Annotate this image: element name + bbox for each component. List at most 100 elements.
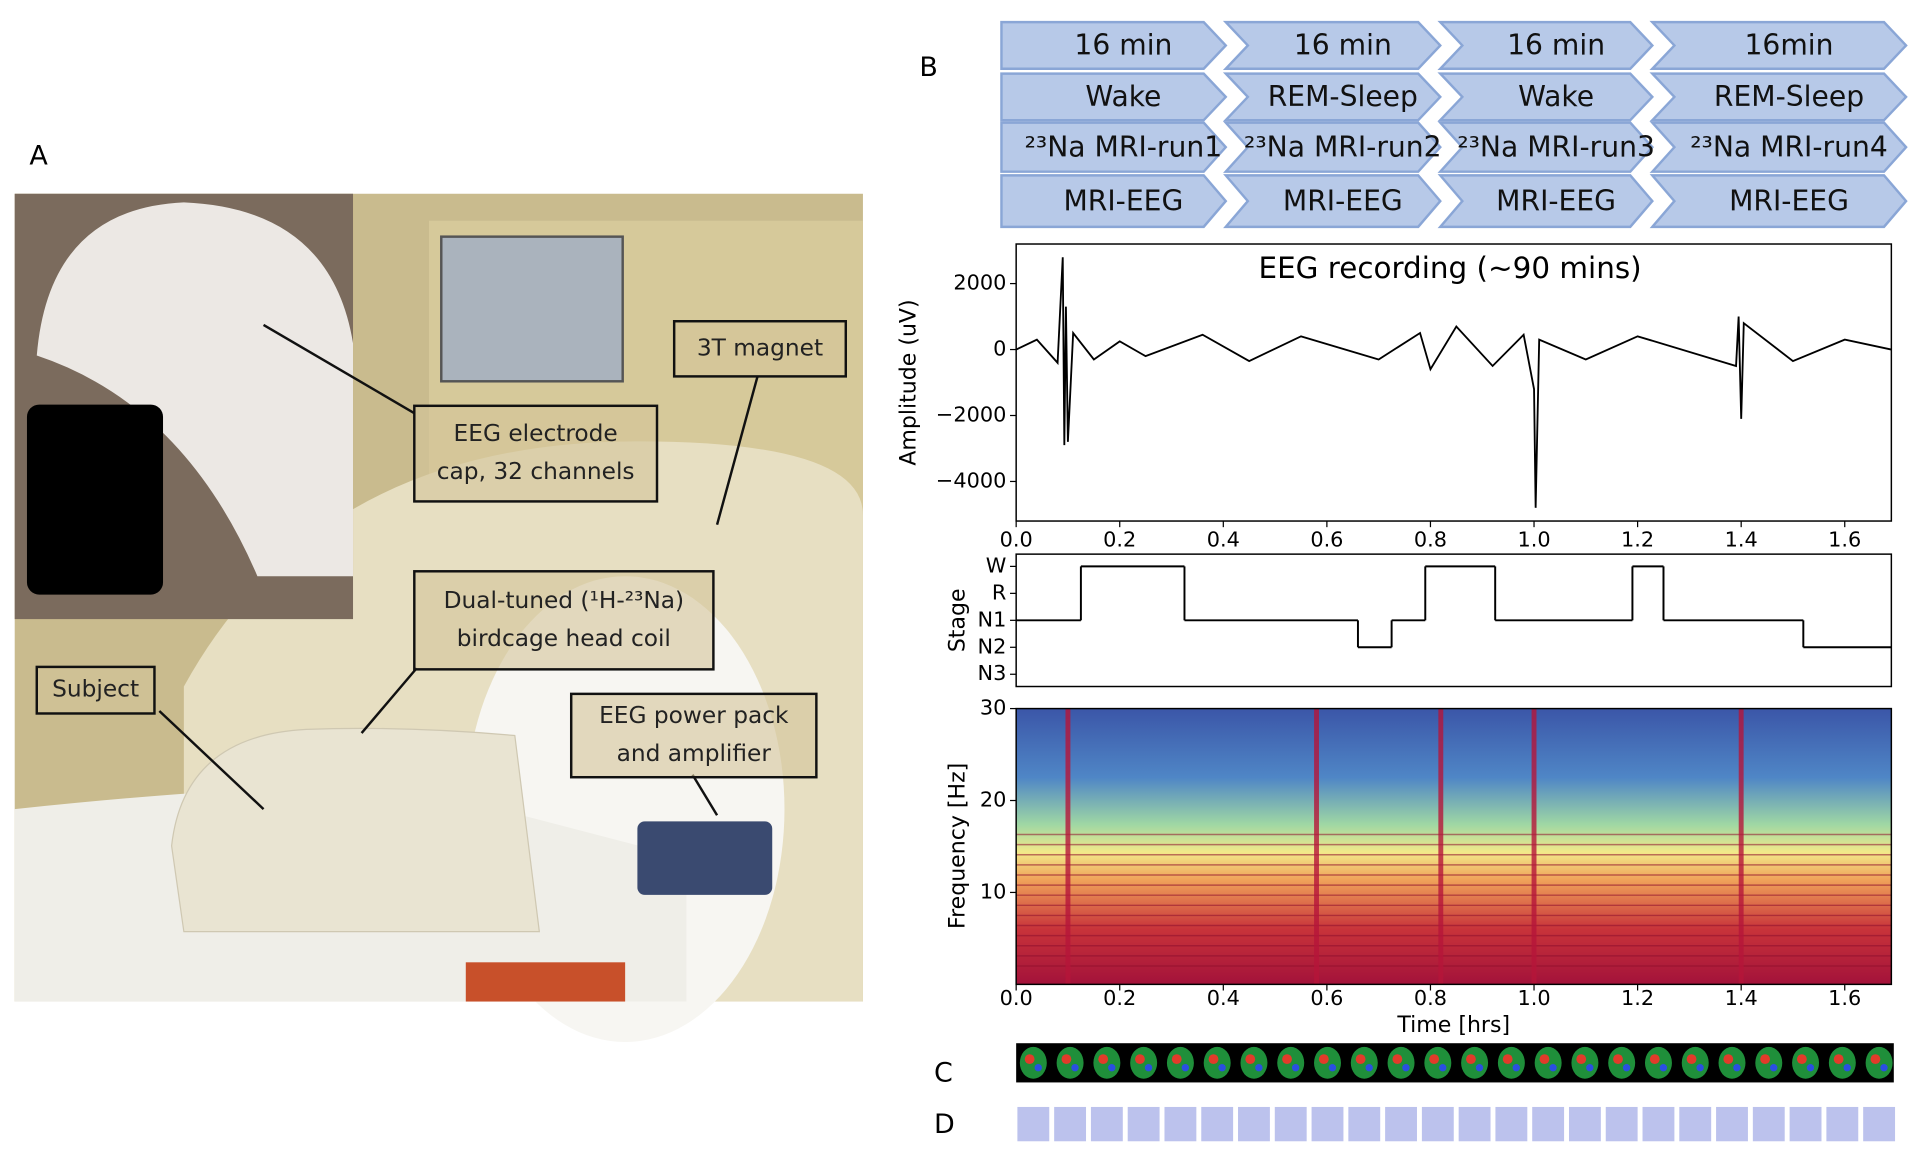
vector-patch [1716, 1106, 1748, 1142]
vector-patch [1421, 1106, 1454, 1142]
vector-patch [1458, 1106, 1491, 1142]
brain-slice [1534, 1046, 1562, 1079]
x-tick-label: 1.0 [1517, 986, 1550, 1010]
x-tick-label: 0.4 [1207, 986, 1240, 1010]
y-tick-label: −4000 [936, 468, 1006, 492]
brain-spot [1659, 1064, 1668, 1072]
brain-slice [1130, 1046, 1158, 1079]
brain-spot [1502, 1054, 1513, 1065]
y-tick-label: 20 [980, 788, 1007, 812]
brain-spot [1760, 1054, 1771, 1065]
vector-patch [1238, 1106, 1270, 1142]
vector-patch [1826, 1106, 1859, 1142]
brain-spot [1144, 1064, 1153, 1072]
timeline-text: REM-Sleep [1268, 80, 1418, 113]
brain-spot [1365, 1064, 1373, 1072]
timeline-text: REM-Sleep [1714, 80, 1864, 113]
brain-slice [1461, 1046, 1489, 1079]
timeline-cell [1223, 121, 1442, 173]
panel-label: A [29, 140, 48, 171]
vector-patch [1679, 1106, 1712, 1142]
vector-patch [1017, 1106, 1050, 1142]
timeline-text: MRI-EEG [1729, 184, 1849, 217]
x-tick-label: 0.8 [1414, 528, 1447, 552]
brain-slice [1314, 1046, 1341, 1079]
vector-patch [1274, 1106, 1307, 1142]
x-tick-label: 0.0 [1000, 986, 1033, 1010]
brain-slice [1387, 1046, 1415, 1079]
artifact-column [1531, 708, 1537, 985]
brain-spot [1402, 1064, 1410, 1072]
artifact-column [1314, 708, 1319, 985]
x-tick-label: 0.6 [1310, 528, 1343, 552]
brain-slice [1350, 1046, 1378, 1079]
vector-patch [1164, 1106, 1197, 1142]
axes-frame [1015, 707, 1893, 986]
artifact-column [1738, 708, 1744, 985]
brain-spot [1355, 1054, 1366, 1065]
annotation-text: and amplifier [617, 740, 772, 767]
brain-images [1019, 1046, 1893, 1079]
vector-patch [1568, 1106, 1601, 1142]
brain-spot [1833, 1054, 1844, 1065]
panel-label: B [919, 52, 938, 83]
annotation-text: 3T magnet [697, 334, 823, 361]
brain-spot [1181, 1064, 1189, 1072]
timeline-cell [1000, 174, 1228, 229]
brain-spot [1392, 1054, 1403, 1065]
timeline-text: ²³Na MRI-run2 [1244, 130, 1442, 163]
brain-spot [1245, 1054, 1256, 1065]
vector-patch [1127, 1106, 1160, 1142]
vector-patch [1311, 1106, 1344, 1142]
vector-patch [1605, 1106, 1638, 1142]
timeline-cell [1649, 20, 1908, 70]
timeline-cell [1437, 72, 1655, 122]
vector-patch [1532, 1106, 1565, 1142]
brain-spot [1071, 1064, 1079, 1072]
brain-spot [1318, 1054, 1329, 1065]
brain-spot [1135, 1054, 1145, 1065]
timeline-text: 16 min [1507, 29, 1605, 62]
annotation-box [35, 665, 156, 715]
x-tick-label: 1.6 [1828, 528, 1861, 552]
annotations [158, 323, 759, 816]
brain-spot [1208, 1054, 1219, 1065]
brain-slice [1571, 1046, 1599, 1079]
brain-spot [1723, 1054, 1734, 1065]
timeline-cell [1437, 20, 1655, 70]
annotation-text: EEG power pack [599, 702, 789, 729]
brain-spot [1880, 1064, 1888, 1072]
y-tick-label: R [992, 580, 1006, 604]
brain-slice [1718, 1046, 1746, 1079]
y-tick-label: −2000 [936, 403, 1006, 427]
panel-label: C [934, 1057, 953, 1088]
brain-spot [1770, 1064, 1778, 1072]
annotation-text: Subject [52, 676, 139, 703]
brain-slice [1019, 1046, 1047, 1079]
brain-spot [1034, 1064, 1042, 1072]
brain-spot [1255, 1064, 1263, 1072]
timeline-cell [1000, 72, 1228, 122]
brain-slice [1093, 1046, 1121, 1079]
x-tick-label: 1.2 [1621, 986, 1654, 1010]
vector-patch [1090, 1106, 1123, 1142]
brain-slice [1792, 1046, 1820, 1079]
timeline-text: MRI-EEG [1063, 184, 1183, 217]
annotation-text: cap, 32 channels [437, 458, 635, 485]
timeline-text: Wake [1085, 80, 1161, 113]
timeline-cell [1649, 174, 1908, 229]
brain-slice [1828, 1046, 1856, 1079]
x-tick-label: 1.4 [1725, 528, 1758, 552]
timeline-text: MRI-EEG [1283, 184, 1403, 217]
annotation-box [413, 570, 715, 671]
brain-slice [1203, 1046, 1231, 1079]
x-tick-label: 0.6 [1310, 986, 1343, 1010]
brain-spot [1649, 1054, 1660, 1065]
x-tick-label: 0.4 [1207, 528, 1240, 552]
brain-spot [1429, 1054, 1440, 1065]
timeline-cell [1437, 121, 1654, 173]
brain-slice [1240, 1046, 1268, 1079]
y-tick-label: 30 [980, 696, 1007, 720]
timeline-cell [1000, 121, 1228, 173]
